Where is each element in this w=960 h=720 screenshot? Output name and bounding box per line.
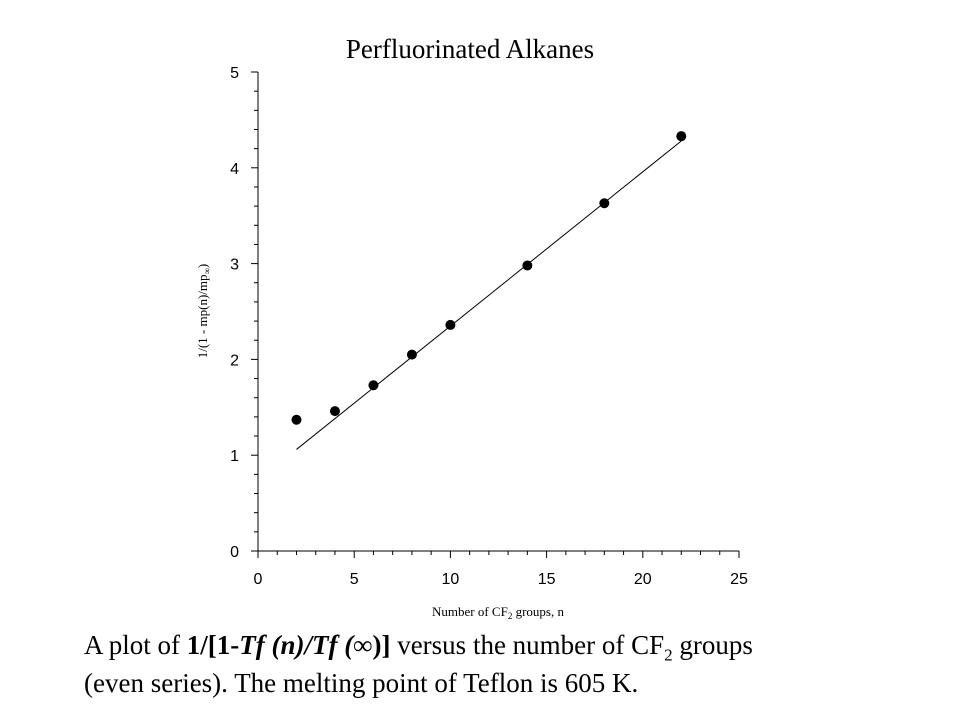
caption-expression-part-4: )] [372, 630, 391, 660]
x-tick-label: 20 [634, 571, 652, 588]
data-point [291, 414, 302, 425]
data-point [676, 131, 687, 142]
y-tick-label: 3 [230, 257, 239, 274]
data-point [368, 380, 379, 391]
data-point [599, 198, 610, 209]
x-axis-label: Number of CF2 groups, n [432, 604, 564, 620]
caption-line-2: (even series). The melting point of Tefl… [84, 668, 639, 698]
y-axis-label-suffix: ) [195, 264, 210, 268]
fit-line [296, 140, 682, 450]
caption-expression-part-1: 1/[1- [186, 630, 240, 660]
y-axis-label-subscript: ∞ [202, 268, 212, 274]
y-tick-label: 5 [230, 65, 239, 82]
x-axis-label-prefix: Number of CF [432, 604, 508, 619]
y-tick-label: 0 [230, 544, 239, 561]
caption-expression-part-2: Tf (n)/Tf ( [239, 630, 354, 660]
fit-line-group [296, 140, 682, 450]
caption-line-1: A plot of 1/[1-Tf (n)/Tf (∞)] versus the… [84, 628, 914, 672]
x-tick-label: 25 [730, 571, 748, 588]
data-point [445, 319, 456, 330]
x-tick-label: 15 [538, 571, 556, 588]
x-tick-label: 10 [442, 571, 460, 588]
caption-subscript: 2 [664, 645, 673, 665]
plot-axes: 0 5 10 15 20 25 0 1 2 3 4 5 [230, 65, 748, 588]
x-tick-label: 0 [254, 571, 263, 588]
data-point [406, 349, 417, 360]
y-axis-label-prefix: 1/(1 - mp(n)/mp [195, 275, 210, 359]
chart-title: Perfluorinated Alkanes [345, 34, 595, 64]
data-point [329, 406, 340, 417]
x-axis-label-subscript: 2 [508, 611, 513, 620]
data-points [291, 131, 687, 425]
data-point [522, 260, 533, 271]
y-tick-label: 2 [230, 352, 239, 369]
y-tick-label: 1 [230, 448, 239, 465]
x-tick-label: 5 [350, 571, 359, 588]
caption-lead: A plot of [84, 630, 187, 660]
x-axis-label-suffix: groups, n [512, 604, 564, 619]
caption-infinity-symbol: ∞ [353, 630, 373, 660]
caption-middle: versus the number of CF [390, 630, 665, 660]
caption-tail: groups [672, 630, 753, 660]
y-tick-label: 4 [230, 161, 239, 178]
y-axis-label: 1/(1 - mp(n)/mp∞) [195, 264, 212, 359]
